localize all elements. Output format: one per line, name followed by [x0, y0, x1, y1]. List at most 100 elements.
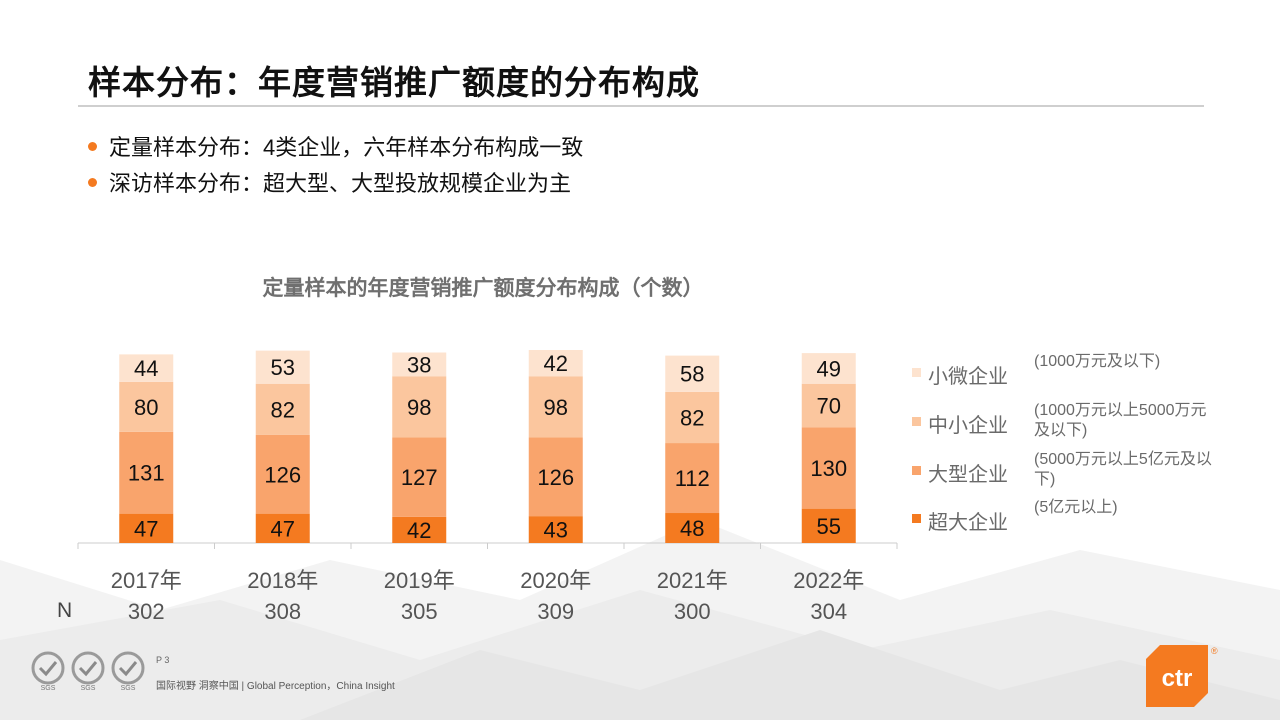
legend-item-super-large: 超大企业 (5亿元以上) — [912, 496, 1232, 542]
bar-segment — [392, 352, 447, 377]
bar-segment — [801, 427, 856, 509]
data-label: 53 — [271, 355, 295, 380]
data-label: 112 — [675, 466, 710, 491]
bar-segment — [528, 350, 583, 377]
bar-segment — [255, 513, 310, 543]
data-label: 98 — [544, 395, 568, 420]
data-label: 82 — [680, 405, 704, 430]
bar-segment — [119, 431, 174, 514]
bar-segment — [528, 437, 583, 517]
bullet-text: 定量样本分布：4类企业，六年样本分布构成一致 — [109, 135, 584, 160]
sgs-text: SGS — [121, 685, 136, 692]
total-label: 302 — [128, 599, 165, 624]
legend-name: 中小企业 — [928, 415, 1008, 437]
data-label: 98 — [407, 395, 431, 420]
total-label: 304 — [810, 599, 847, 624]
sgs-badge-icon: SGS — [31, 651, 65, 692]
data-label: 55 — [817, 514, 841, 539]
bullet-item: 深访样本分布：超大型、大型投放规模企业为主 — [88, 164, 583, 200]
legend-item-large: 大型企业 (5000万元以上5亿元及以下) — [912, 448, 1232, 494]
bullet-dot-icon — [88, 177, 97, 187]
legend-desc: (1000万元及以下) — [1034, 353, 1161, 370]
data-label: 47 — [271, 516, 295, 541]
bullet-dot-icon — [88, 141, 97, 151]
bar-segment — [801, 383, 856, 428]
bullet-list: 定量样本分布：4类企业，六年样本分布构成一致 深访样本分布：超大型、大型投放规模… — [88, 128, 583, 200]
legend-swatch — [912, 466, 921, 475]
total-label: 308 — [264, 599, 301, 624]
legend-desc: (5000万元以上5亿元及以下) — [1034, 451, 1212, 488]
legend-item-medium-small: 中小企业 (1000万元以上5000万元及以下) — [912, 399, 1232, 445]
x-tick-label: 2021年 — [657, 568, 728, 593]
total-label: 305 — [401, 599, 438, 624]
bar-segment — [801, 508, 856, 543]
total-label: 309 — [537, 599, 574, 624]
data-label: 48 — [680, 516, 704, 541]
x-tick-label: 2017年 — [111, 568, 182, 593]
legend-item-micro: 小微企业 (1000万元及以下) — [912, 350, 1232, 396]
legend-swatch — [912, 514, 921, 523]
bullet-text: 深访样本分布：超大型、大型投放规模企业为主 — [109, 171, 572, 196]
bar-segment — [119, 354, 174, 382]
data-label: 82 — [271, 397, 295, 422]
data-label: 42 — [407, 518, 431, 543]
data-label: 70 — [817, 394, 841, 419]
data-label: 44 — [134, 356, 158, 381]
legend-name: 大型企业 — [928, 464, 1008, 486]
page-title: 样本分布：年度营销推广额度的分布构成 — [88, 64, 700, 101]
data-label: 126 — [264, 462, 301, 487]
data-label: 43 — [544, 518, 568, 543]
sample-size-label: N — [57, 599, 73, 622]
sgs-text: SGS — [81, 685, 96, 692]
bar-segment — [392, 376, 447, 438]
title-divider — [78, 105, 1204, 107]
x-tick-label: 2018年 — [247, 568, 318, 593]
data-label: 131 — [128, 461, 165, 486]
data-label: 38 — [407, 352, 431, 377]
data-label: 42 — [544, 351, 568, 376]
data-label: 127 — [401, 465, 438, 490]
bar-segment — [119, 513, 174, 543]
bar-segment — [801, 353, 856, 384]
x-tick-label: 2019年 — [384, 568, 455, 593]
bar-segment — [255, 350, 310, 384]
sgs-badge-icon: SGS — [71, 651, 105, 692]
bar-segment — [392, 437, 447, 517]
footer-tagline: 国际视野 洞察中国 | Global Perception，China Insi… — [156, 681, 395, 692]
legend-name: 超大企业 — [928, 512, 1008, 534]
data-label: 58 — [680, 362, 704, 387]
data-label: 47 — [134, 516, 158, 541]
sgs-certification-logos: SGS SGS SGS — [31, 651, 145, 692]
data-label: 80 — [134, 395, 158, 420]
page-number: P 3 — [156, 655, 170, 665]
ctr-logo-text: ctr — [1162, 665, 1193, 692]
bar-segment — [528, 516, 583, 543]
sgs-badge-icon: SGS — [111, 651, 145, 692]
legend-name: 小微企业 — [928, 366, 1008, 388]
sgs-text: SGS — [41, 685, 56, 692]
legend-swatch — [912, 368, 921, 377]
bar-segment — [665, 443, 720, 514]
total-label: 300 — [674, 599, 711, 624]
data-label: 126 — [537, 465, 574, 490]
bullet-item: 定量样本分布：4类企业，六年样本分布构成一致 — [88, 128, 583, 164]
bar-segment — [665, 391, 720, 444]
bar-segment — [255, 383, 310, 435]
x-tick-label: 2022年 — [793, 568, 864, 593]
legend-swatch — [912, 417, 921, 426]
x-tick-label: 2020年 — [520, 568, 591, 593]
data-label: 49 — [817, 356, 841, 381]
registered-mark: ® — [1211, 646, 1218, 656]
chart-title: 定量样本的年度营销推广额度分布构成（个数） — [262, 277, 704, 300]
legend-desc: (1000万元以上5000万元及以下) — [1034, 402, 1207, 439]
data-label: 130 — [810, 456, 847, 481]
bar-segment — [665, 355, 720, 392]
bar-segment — [392, 516, 447, 543]
ctr-logo-icon: ctr — [1146, 645, 1208, 707]
bar-segment — [119, 381, 174, 432]
bar-segment — [255, 434, 310, 514]
bar-segment — [528, 376, 583, 438]
bar-segment — [665, 513, 720, 543]
